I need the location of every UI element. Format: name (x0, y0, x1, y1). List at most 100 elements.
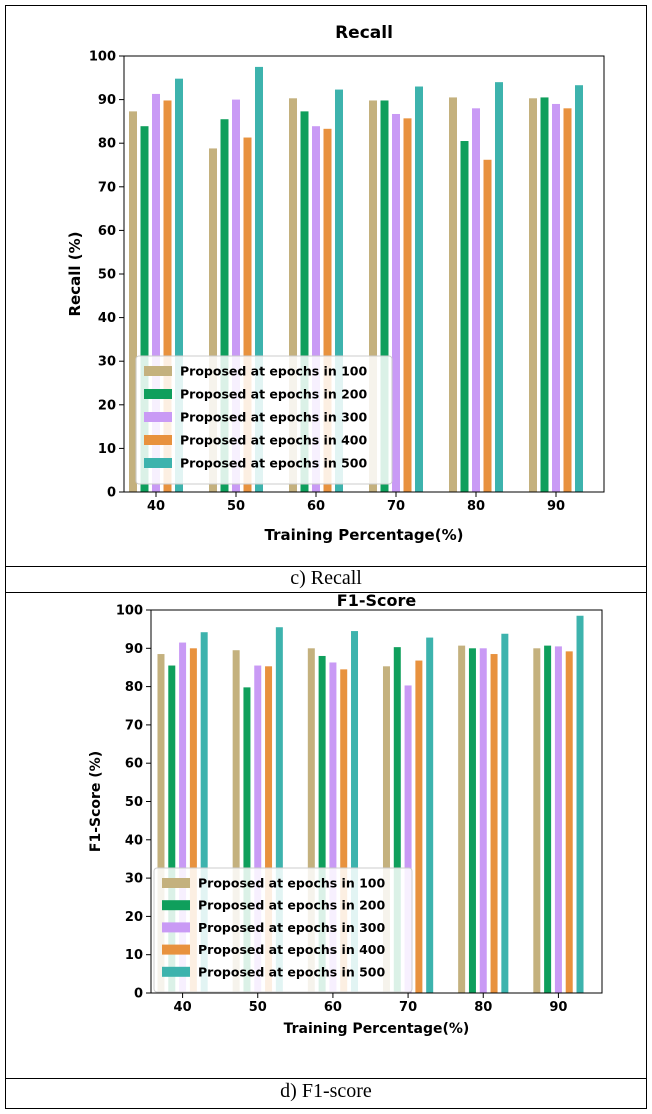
recall-bar-40-s2 (140, 126, 149, 493)
f1-ytick-label-20: 20 (125, 910, 143, 925)
f1-bar-90-s3 (554, 646, 562, 993)
f1-bar-50-s5 (275, 627, 283, 993)
recall-bar-90-s2 (540, 97, 549, 493)
recall-bar-60-s2 (300, 111, 309, 492)
recall-legend (135, 355, 393, 485)
recall-bar-70-s5 (415, 86, 423, 493)
recall-ytick-label-100: 100 (89, 50, 116, 65)
recall-bar-70-s4 (403, 118, 412, 493)
f1-bar-40-s5 (200, 632, 208, 993)
recall-title: Recall (335, 23, 393, 43)
f1-title: F1-Score (337, 593, 417, 610)
recall-legend-label-1: Proposed at epochs in 100 (180, 364, 367, 379)
f1-ytick-label-80: 80 (125, 680, 143, 695)
recall-ytick-label-0: 0 (107, 486, 116, 501)
f1-bar-60-s4 (340, 669, 348, 993)
recall-bar-50-s1 (209, 148, 217, 492)
recall-ytick-label-50: 50 (98, 268, 116, 283)
recall-ytick-label-70: 70 (98, 180, 116, 195)
recall-bar-80-s4 (483, 159, 492, 492)
recall-bar-80-s1 (449, 97, 457, 493)
f1-ytick-label-40: 40 (125, 833, 143, 848)
f1-bar-90-s2 (544, 645, 552, 993)
f1-xtick-label-70: 70 (399, 1000, 417, 1015)
f1-ytick-label-50: 50 (125, 795, 143, 810)
recall-xtick-label-70: 70 (387, 499, 405, 514)
recall-bar-70-s3 (392, 113, 400, 492)
f1-bar-50-s4 (265, 666, 273, 993)
f1-score-chart: F1-Score 40 50 60 70 80 90 0 10 20 30 40 50 60 70 80 90 1… (88, 593, 603, 1037)
table-border-row1 (5, 566, 647, 567)
recall-bar-60-s5 (335, 89, 343, 493)
f1-xtick-label-50: 50 (249, 1000, 267, 1015)
f1-bar-70-s5 (426, 637, 434, 993)
f1-bar-60-s3 (329, 662, 337, 993)
recall-ytick-label-40: 40 (98, 311, 116, 326)
recall-legend-label-3: Proposed at epochs in 300 (180, 410, 367, 425)
f1-bar-40-s1 (157, 654, 165, 993)
recall-bar-40-s4 (163, 100, 172, 493)
recall-bar-90-s4 (563, 108, 572, 492)
f1-ytick-label-60: 60 (125, 757, 143, 772)
f1-xtick-label-90: 90 (549, 1000, 567, 1015)
f1-bar-50-s3 (254, 665, 262, 993)
recall-legend-swatch-3 (144, 412, 172, 422)
recall-bar-90-s5 (575, 85, 583, 492)
f1-xtick-label-40: 40 (174, 1000, 192, 1015)
f1-ytick-label-30: 30 (125, 872, 143, 887)
recall-x-axis-label: Training Percentage(%) (265, 526, 464, 544)
recall-xtick-label-60: 60 (307, 499, 325, 514)
f1-bar-80-s1 (458, 645, 466, 993)
table-border-top (5, 5, 647, 6)
f1-xtick-label-60: 60 (324, 1000, 342, 1015)
f1-legend-label-2: Proposed at epochs in 200 (198, 898, 385, 913)
f1-ytick-label-0: 0 (134, 987, 143, 1002)
f1-legend-swatch-5 (162, 966, 190, 977)
f1-ytick-label-70: 70 (125, 718, 143, 733)
recall-ytick-label-80: 80 (98, 137, 116, 152)
recall-plot-frame (123, 55, 605, 493)
table-border-left (5, 5, 6, 1108)
f1-legend-swatch-2 (162, 900, 190, 911)
recall-bar-50-s2 (220, 119, 229, 492)
f1-bar-40-s4 (189, 648, 197, 993)
f1-legend-label-3: Proposed at epochs in 300 (198, 920, 385, 935)
f1-bar-80-s5 (501, 633, 509, 993)
recall-xtick-label-90: 90 (547, 499, 565, 514)
recall-ytick-label-30: 30 (98, 355, 116, 370)
f1-bar-70-s2 (393, 647, 401, 993)
recall-bar-50-s3 (232, 99, 240, 492)
f1-legend (153, 867, 413, 993)
recall-bar-70-s2 (380, 100, 389, 493)
recall-bar-70-s1 (369, 100, 377, 493)
f1-legend-swatch-1 (162, 878, 190, 888)
f1-bar-70-s3 (404, 685, 412, 993)
recall-ytick-label-60: 60 (98, 224, 116, 239)
f1-bar-40-s2 (168, 665, 176, 993)
recall-legend-label-2: Proposed at epochs in 200 (180, 387, 367, 402)
recall-bar-40-s3 (152, 93, 160, 492)
recall-legend-label-4: Proposed at epochs in 400 (180, 433, 367, 448)
recall-bar-60-s1 (289, 98, 297, 493)
f1-y-axis-label: F1-Score (%) (88, 751, 104, 852)
recall-bar-60-s3 (312, 126, 320, 493)
f1-bar-50-s2 (243, 687, 251, 993)
recall-bar-80-s5 (495, 82, 503, 492)
recall-bar-50-s5 (255, 66, 263, 493)
f1-legend-label-1: Proposed at epochs in 100 (198, 876, 385, 891)
recall-xtick-label-40: 40 (147, 499, 165, 514)
recall-legend-label-5: Proposed at epochs in 500 (180, 456, 367, 471)
f1-xtick-label-80: 80 (474, 1000, 492, 1015)
table-border-right (646, 5, 647, 1108)
f1-bar-40-s3 (179, 642, 187, 993)
recall-bar-90-s3 (552, 103, 560, 493)
recall-bar-80-s2 (460, 141, 469, 492)
recall-legend-swatch-1 (144, 366, 172, 376)
f1-bar-90-s5 (576, 615, 584, 993)
f1-bar-50-s1 (232, 650, 240, 993)
f1-ytick-label-10: 10 (125, 948, 143, 963)
recall-legend-swatch-2 (144, 389, 172, 399)
f1-legend-label-4: Proposed at epochs in 400 (198, 942, 385, 957)
f1-bar-80-s4 (490, 654, 498, 993)
